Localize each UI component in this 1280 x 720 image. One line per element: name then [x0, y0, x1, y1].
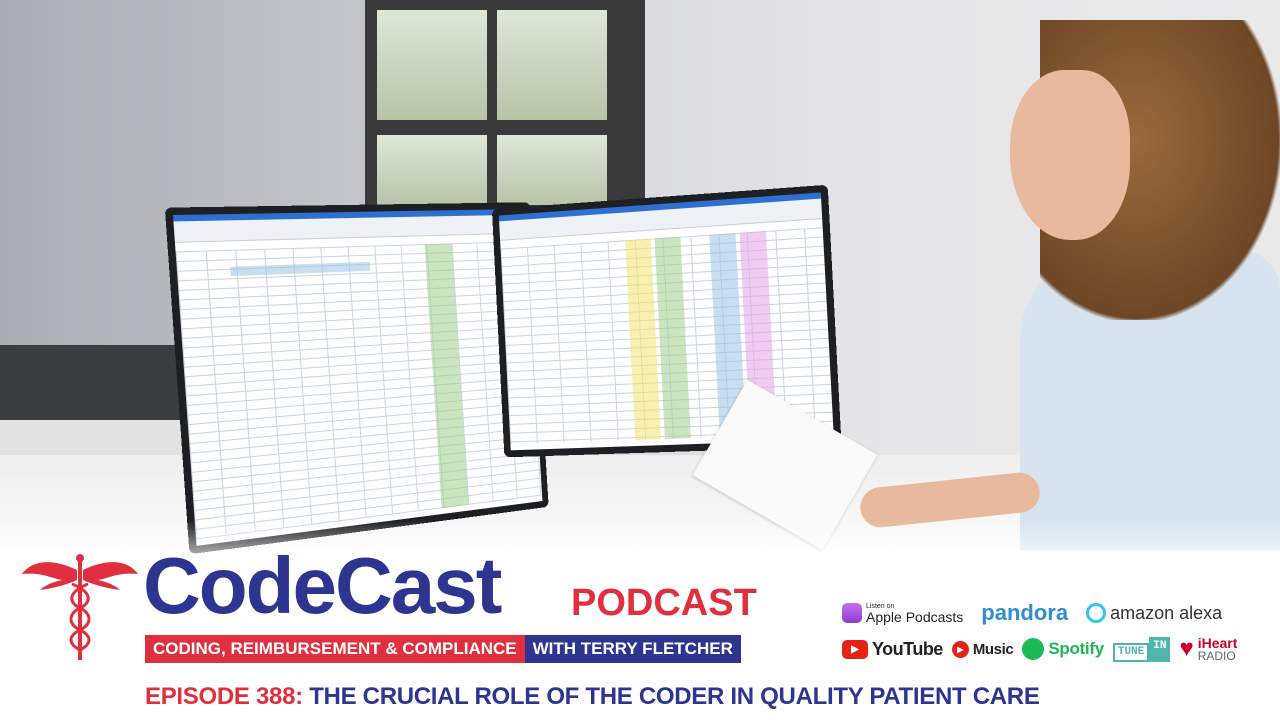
pandora-link[interactable]: pandora [981, 600, 1068, 626]
spotify-icon [1022, 638, 1044, 660]
services-row-1: Listen on Apple Podcasts pandora amazon … [842, 600, 1222, 626]
window [365, 0, 645, 210]
alexa-icon [1086, 603, 1106, 623]
spotify-link[interactable]: Spotify [1022, 638, 1104, 660]
tagline-right: WITH TERRY FLETCHER [525, 635, 741, 663]
youtube-music-link[interactable]: ▶ Music [952, 641, 1014, 658]
episode-name: THE CRUCIAL ROLE OF THE CODER IN QUALITY… [309, 683, 1039, 710]
person-face [1010, 70, 1130, 240]
services-row-2: ▶ YouTube ▶ Music Spotify TUNE IN ♥ iHea… [842, 636, 1237, 662]
iheart-icon: ♥ [1179, 637, 1193, 661]
alexa-link[interactable]: amazon alexa [1086, 603, 1222, 624]
youtube-music-icon: ▶ [952, 641, 969, 658]
episode-title: EPISODE 388: THE CRUCIAL ROLE OF THE COD… [145, 683, 1040, 711]
tunein-text-a: TUNE [1113, 643, 1149, 662]
episode-number: EPISODE 388: [145, 683, 303, 710]
spreadsheet [173, 209, 543, 546]
music-text: Music [973, 641, 1014, 658]
tunein-text-b: IN [1149, 637, 1170, 662]
apple-name: Apple Podcasts [866, 610, 963, 624]
youtube-text: YouTube [872, 639, 943, 660]
spotify-text: Spotify [1048, 639, 1104, 659]
apple-podcasts-icon [842, 603, 862, 623]
youtube-link[interactable]: ▶ YouTube [842, 639, 943, 660]
alexa-text: amazon alexa [1110, 603, 1222, 624]
tagline-left: CODING, REIMBURSEMENT & COMPLIANCE [145, 635, 525, 663]
tagline: CODING, REIMBURSEMENT & COMPLIANCE WITH … [145, 635, 741, 663]
podcast-title: CodeCast [143, 546, 500, 626]
pandora-text: pandora [981, 600, 1068, 626]
iheart-text: iHeart [1198, 636, 1238, 650]
tunein-link[interactable]: TUNE IN [1113, 637, 1171, 662]
radio-text: RADIO [1198, 650, 1238, 662]
iheart-link[interactable]: ♥ iHeart RADIO [1179, 636, 1237, 662]
left-monitor [165, 202, 549, 554]
caduceus-icon [22, 552, 138, 664]
podcast-label: PODCAST [571, 583, 757, 625]
apple-podcasts-link[interactable]: Listen on Apple Podcasts [842, 603, 963, 624]
youtube-icon: ▶ [842, 640, 868, 659]
